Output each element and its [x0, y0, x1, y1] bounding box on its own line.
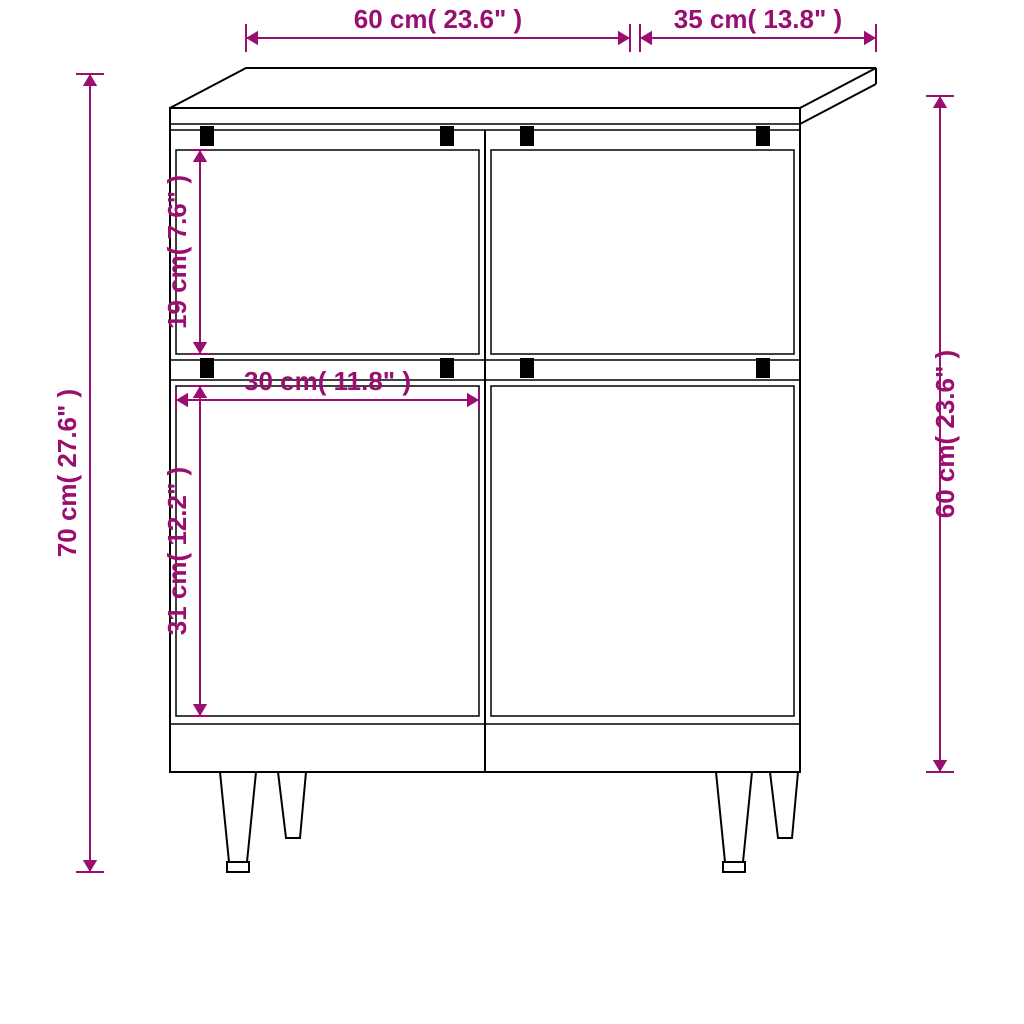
dim-door-height: 31 cm( 12.2" ) [162, 467, 192, 635]
dim-drawer-height: 19 cm( 7.6" ) [162, 175, 192, 329]
dim-height-right: 60 cm( 23.6" ) [930, 350, 960, 518]
dim-depth-top: 35 cm( 13.8" ) [674, 4, 842, 34]
dimension-diagram: 60 cm( 23.6" ) 35 cm( 13.8" ) 70 cm( 27.6"… [0, 0, 1024, 1024]
dim-width-top: 60 cm( 23.6" ) [354, 4, 522, 34]
dim-height-left: 70 cm( 27.6" ) [52, 389, 82, 557]
cabinet-drawing [170, 68, 876, 872]
dim-drawer-width: 30 cm( 11.8" ) [244, 366, 411, 396]
cabinet-legs [220, 772, 798, 872]
dimension-annotations: 60 cm( 23.6" ) 35 cm( 13.8" ) 70 cm( 27.6"… [52, 4, 960, 872]
